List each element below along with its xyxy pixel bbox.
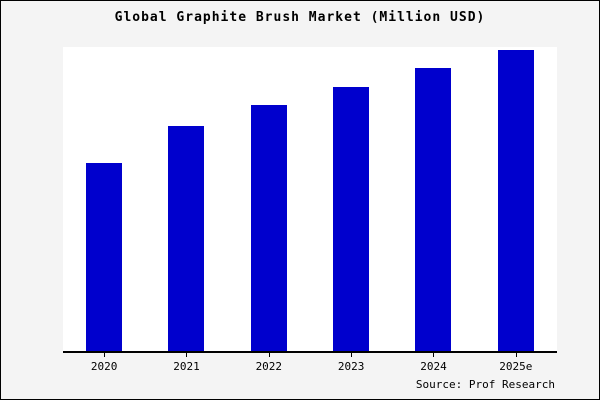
x-axis-tick: [268, 353, 270, 357]
x-tick-label: 2025e: [499, 360, 533, 373]
x-axis-tick: [433, 353, 435, 357]
bar: [497, 50, 534, 351]
x-axis-tick: [515, 353, 517, 357]
bar: [415, 68, 452, 351]
bar: [86, 162, 123, 351]
x-tick-label: 2024: [420, 360, 447, 373]
x-axis-tick: [104, 353, 106, 357]
x-tick-label: 2021: [173, 360, 200, 373]
bar: [333, 86, 370, 351]
x-tick-label: 2022: [255, 360, 283, 373]
bar: [168, 126, 205, 351]
bar-column: 2022: [250, 47, 287, 373]
x-tick-label: 2020: [90, 360, 118, 373]
bar-column: 2021: [168, 47, 205, 373]
bar-column: 2024: [415, 47, 452, 373]
chart-title: Global Graphite Brush Market (Million US…: [114, 10, 486, 25]
source-caption: Source: Prof Research: [415, 378, 555, 391]
x-axis-tick: [186, 353, 188, 357]
x-axis-tick: [351, 353, 353, 357]
bar-column: 2025e: [497, 47, 534, 373]
bar-column: 2023: [333, 47, 370, 373]
plot-area: 2020 2021 2022 2023 2024 2025e: [63, 47, 557, 373]
bar-column: 2020: [86, 47, 123, 373]
bar: [250, 104, 287, 351]
x-tick-label: 2023: [337, 360, 365, 373]
